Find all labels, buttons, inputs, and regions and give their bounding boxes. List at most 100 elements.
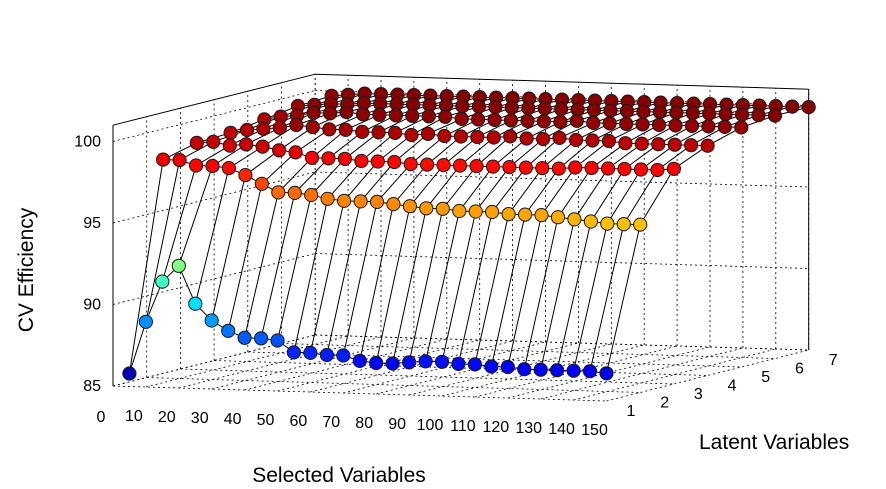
data-point-latent-3 [403,157,418,172]
data-point-latent-2 [271,185,286,200]
data-point-latent-3 [321,151,336,166]
z-tick-label: 90 [83,297,101,314]
data-point-latent-4 [322,122,337,137]
data-point-latent-4 [305,120,320,135]
data-point-latent-3 [666,161,682,176]
data-point-latent-2 [633,217,648,232]
data-point-latent-3 [288,145,303,160]
data-point-latent-6 [735,107,750,122]
x-axis-title: Selected Variables [252,464,426,487]
data-point-latent-4 [667,137,682,152]
data-point-latent-2 [205,158,220,174]
data-point-latent-5 [701,119,716,134]
data-point-latent-5 [487,112,502,128]
data-point-latent-2 [238,168,253,183]
data-point-latent-3 [436,158,451,173]
box-edge [112,73,316,126]
y-tick-label: 2 [660,395,669,412]
data-point-latent-6 [767,108,783,123]
data-point-latent-6 [652,105,668,120]
floor-gridline [146,377,641,393]
data-point-latent-1 [254,331,269,346]
data-point-latent-2 [254,176,269,191]
data-point-latent-1 [286,345,301,360]
data-point-latent-2 [320,191,335,206]
data-point-latent-2 [304,187,319,203]
data-point-latent-5 [372,107,387,122]
data-point-latent-6 [636,104,651,119]
y-tick-label: 1 [627,403,636,420]
data-point-latent-1 [533,362,548,377]
data-point-latent-3 [535,161,550,176]
y-axis-title: Latent Variables [699,431,849,454]
data-point-latent-2 [353,194,368,209]
data-point-latent-4 [371,125,386,140]
data-point-latent-6 [603,103,618,118]
data-point-latent-4 [503,129,518,144]
data-point-latent-3 [304,150,320,165]
data-point-latent-5 [536,114,552,129]
data-point-latent-3 [370,154,385,169]
floor-gridline [112,385,607,402]
data-point-latent-1 [517,362,532,377]
data-point-latent-1 [188,296,203,311]
data-point-latent-3 [568,160,583,175]
data-point-latent-2 [468,204,483,219]
data-point-latent-4 [355,124,370,139]
data-point-latent-4 [453,129,468,144]
data-point-latent-3 [239,137,254,152]
y-tick-label: 5 [761,369,770,386]
data-point-latent-5 [471,112,486,127]
x-tick-label: 40 [224,411,242,428]
data-point-latent-7 [801,100,816,115]
data-point-latent-1 [369,355,384,371]
data-point-latent-1 [550,363,565,378]
data-point-latent-2 [435,201,450,216]
data-point-latent-4 [223,125,238,140]
data-point-latent-4 [700,138,715,153]
data-point-latent-3 [551,161,566,176]
data-point-latent-3 [420,157,435,172]
data-point-latent-4 [272,120,287,135]
x-tick-label: 70 [322,414,340,431]
x-tick-label: 0 [97,409,106,426]
data-point-latent-1 [566,363,581,378]
data-point-latent-5 [438,109,453,124]
data-point-latent-5 [668,118,683,133]
z-tick-label: 100 [74,134,101,151]
data-point-latent-4 [536,131,551,147]
data-point-latent-5 [339,105,354,120]
data-point-latent-5 [717,119,732,135]
data-point-latent-2 [369,194,385,209]
data-point-latent-1 [451,356,466,371]
data-point-latent-3 [189,135,204,150]
data-point-latent-6 [718,107,733,122]
box-edge [315,73,809,90]
data-point-latent-3 [354,153,369,169]
data-point-latent-2 [550,210,566,225]
data-point-latent-3 [222,138,237,153]
data-point-latent-1 [352,353,367,368]
data-point-latent-5 [569,113,584,128]
data-point-latent-6 [471,99,486,114]
data-point-latent-3 [584,160,599,176]
z-axis-title: CV Efficiency [15,207,38,332]
back-wall-gridline [315,253,809,269]
data-point-latent-6 [537,101,552,116]
data-point-latent-4 [470,129,485,145]
data-point-latent-2 [616,217,631,232]
data-point-latent-1 [171,258,186,273]
data-point-latent-6 [751,108,766,123]
data-point-latent-2 [156,152,171,167]
x-tick-label: 110 [450,418,476,435]
data-point-latent-4 [388,125,403,140]
data-point-latent-3 [502,160,517,175]
data-point-latent-2 [600,216,615,231]
ticks-layer: 85 90 95 100 0 10 20 30 40 50 60 70 80 90 100 110 120 130… [74,134,837,440]
back-wall-gridline [315,334,809,351]
data-point-latent-6 [586,103,602,118]
data-point-latent-1 [303,345,318,360]
floor-gridline [606,349,809,402]
data-point-latent-3 [518,160,534,175]
data-point-latent-1 [582,364,598,379]
